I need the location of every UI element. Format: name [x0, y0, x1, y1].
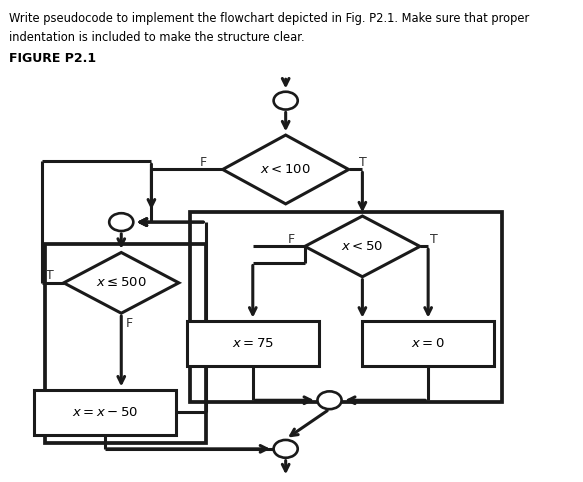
Text: $x \leq 500$: $x \leq 500$ [96, 276, 147, 289]
Text: $x < 100$: $x < 100$ [260, 163, 311, 176]
Text: FIGURE P2.1: FIGURE P2.1 [9, 52, 96, 65]
Circle shape [273, 92, 298, 109]
Text: T: T [359, 156, 366, 169]
Bar [34, 390, 176, 435]
Bar [363, 321, 494, 366]
Polygon shape [223, 135, 349, 204]
Text: F: F [126, 317, 133, 330]
Text: $x < 50$: $x < 50$ [341, 240, 384, 253]
Text: Write pseudocode to implement the flowchart depicted in Fig. P2.1. Make sure tha: Write pseudocode to implement the flowch… [9, 12, 529, 25]
Circle shape [273, 440, 298, 458]
Circle shape [109, 213, 134, 231]
Polygon shape [305, 216, 420, 277]
Bar [187, 321, 318, 366]
Text: $x = x - 50$: $x = x - 50$ [72, 406, 138, 419]
Text: F: F [200, 156, 207, 169]
Bar [44, 244, 206, 443]
Text: $x = 0$: $x = 0$ [411, 337, 445, 350]
Circle shape [318, 391, 342, 409]
Text: T: T [46, 269, 54, 282]
Text: indentation is included to make the structure clear.: indentation is included to make the stru… [9, 31, 304, 44]
Bar [190, 212, 502, 402]
Polygon shape [64, 253, 179, 313]
Text: $x = 75$: $x = 75$ [231, 337, 274, 350]
Text: F: F [287, 233, 295, 246]
Text: T: T [430, 233, 437, 246]
